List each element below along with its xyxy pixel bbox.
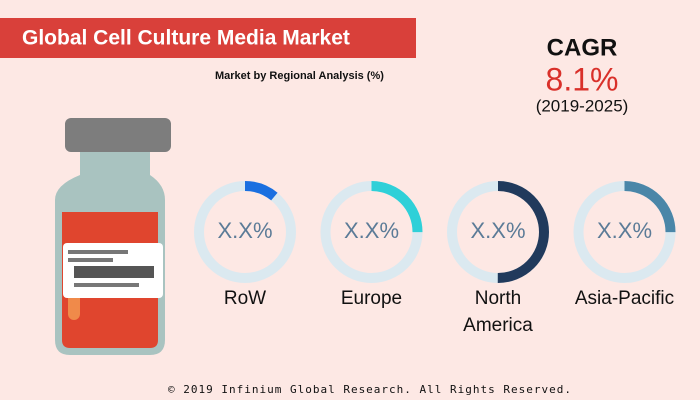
ring-value: X.X% — [217, 218, 272, 243]
title: Global Cell Culture Media Market — [22, 27, 350, 50]
region-name: North — [475, 288, 521, 309]
cagr-value: 8.1% — [546, 61, 619, 97]
cagr-label: CAGR — [547, 34, 618, 61]
ring-value: X.X% — [344, 218, 399, 243]
region-name: Asia-Pacific — [575, 288, 674, 309]
cagr-period: (2019-2025) — [536, 96, 629, 115]
ring-arc — [320, 181, 423, 283]
bottle — [55, 118, 171, 355]
footer: © 2019 Infinium Global Research. All Rig… — [168, 383, 572, 396]
ring-arc — [447, 181, 549, 283]
ring-arc — [194, 181, 296, 283]
region-name: Europe — [341, 288, 402, 309]
ring-value: X.X% — [597, 218, 652, 243]
ring-arc — [573, 181, 676, 283]
region-name: RoW — [224, 288, 266, 309]
region-name: America — [463, 315, 533, 336]
subtitle: Market by Regional Analysis (%) — [215, 70, 384, 82]
title-banner — [0, 18, 416, 58]
ring-value: X.X% — [470, 218, 525, 243]
